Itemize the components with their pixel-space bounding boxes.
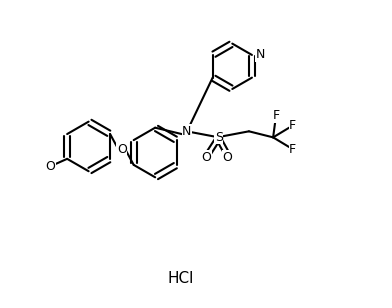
Text: N: N (256, 48, 265, 62)
Text: F: F (289, 143, 296, 156)
Text: O: O (45, 160, 55, 173)
Text: O: O (222, 151, 232, 164)
Text: S: S (215, 131, 223, 144)
Text: F: F (289, 119, 296, 132)
Text: N: N (182, 125, 192, 138)
Text: HCl: HCl (168, 270, 194, 286)
Text: O: O (117, 143, 127, 156)
Text: O: O (201, 151, 212, 164)
Text: F: F (272, 109, 280, 122)
